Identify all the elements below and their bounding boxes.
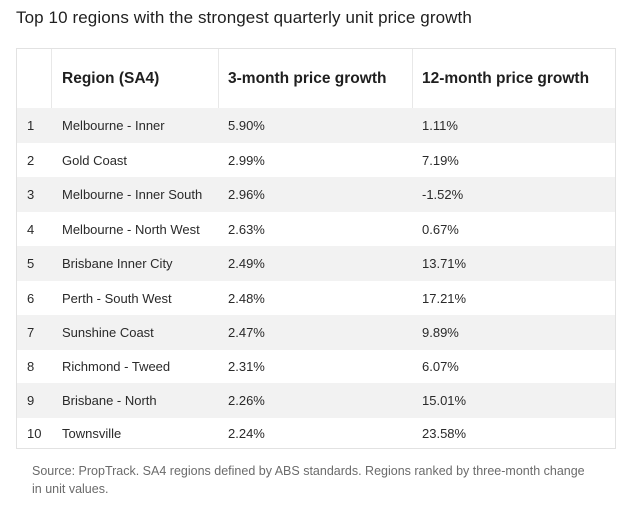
region-cell: Brisbane Inner City [62,256,173,271]
three-month-cell: 2.24% [228,425,265,441]
rank-cell: 10 [27,425,42,441]
twelve-month-cell: 0.67% [422,221,459,237]
table-header-row: Region (SA4) 3-month price growth 12-mon… [17,49,615,108]
table-row: 2 Gold Coast 2.99% 7.19% [17,143,615,177]
column-divider [218,49,219,108]
rank-cell: 8 [27,359,35,374]
table-row: 1 Melbourne - Inner 5.90% 1.11% [17,108,615,143]
rank-cell: 2 [27,152,35,168]
table-row: 4 Melbourne - North West 2.63% 0.67% [17,212,615,246]
table-row: 5 Brisbane Inner City 2.49% 13.71% [17,246,615,281]
column-divider [51,49,52,108]
table-row: 7 Sunshine Coast 2.47% 9.89% [17,315,615,350]
twelve-month-cell: 7.19% [422,152,459,168]
region-cell: Brisbane - North [62,393,157,408]
region-cell: Melbourne - Inner South [62,187,203,202]
twelve-month-cell: -1.52% [422,187,464,202]
column-divider [412,49,413,108]
table-row: 3 Melbourne - Inner South 2.96% -1.52% [17,177,615,212]
twelve-month-cell: 23.58% [422,425,467,441]
header-12-month: 12-month price growth [422,69,590,87]
region-cell: Melbourne - Inner [62,118,165,133]
header-region: Region (SA4) [62,69,160,87]
twelve-month-cell: 17.21% [422,290,467,306]
price-growth-table: Region (SA4) 3-month price growth 12-mon… [16,48,616,449]
three-month-cell: 2.99% [228,152,265,168]
rank-cell: 5 [27,256,35,271]
rank-cell: 7 [27,325,35,340]
region-cell: Sunshine Coast [62,325,154,340]
region-cell: Richmond - Tweed [62,359,171,374]
table-row: 10 Townsville 2.24% 23.58% [17,418,615,448]
three-month-cell: 2.63% [228,221,265,237]
rank-cell: 4 [27,221,35,237]
three-month-cell: 2.49% [228,256,265,271]
region-cell: Melbourne - North West [62,221,200,237]
rank-cell: 9 [27,393,35,408]
source-note: Source: PropTrack. SA4 regions defined b… [32,464,585,496]
table-row: 9 Brisbane - North 2.26% 15.01% [17,383,615,418]
three-month-cell: 2.96% [228,187,265,202]
three-month-cell: 2.31% [228,359,265,374]
three-month-cell: 2.47% [228,325,265,340]
twelve-month-cell: 13.71% [422,256,467,271]
region-cell: Perth - South West [62,290,172,306]
twelve-month-cell: 1.11% [422,118,458,133]
three-month-cell: 2.48% [228,290,265,306]
table-row: 6 Perth - South West 2.48% 17.21% [17,281,615,315]
three-month-cell: 2.26% [228,393,265,408]
twelve-month-cell: 9.89% [422,325,459,340]
three-month-cell: 5.90% [228,118,265,133]
twelve-month-cell: 6.07% [422,359,459,374]
rank-cell: 1 [27,118,35,133]
rank-cell: 6 [27,290,35,306]
table-row: 8 Richmond - Tweed 2.31% 6.07% [17,350,615,383]
table-title: Top 10 regions with the strongest quarte… [16,8,472,27]
rank-cell: 3 [27,187,35,202]
header-rank [17,49,51,108]
twelve-month-cell: 15.01% [422,393,467,408]
header-3-month: 3-month price growth [228,69,387,87]
region-cell: Gold Coast [62,152,128,168]
region-cell: Townsville [62,425,122,441]
